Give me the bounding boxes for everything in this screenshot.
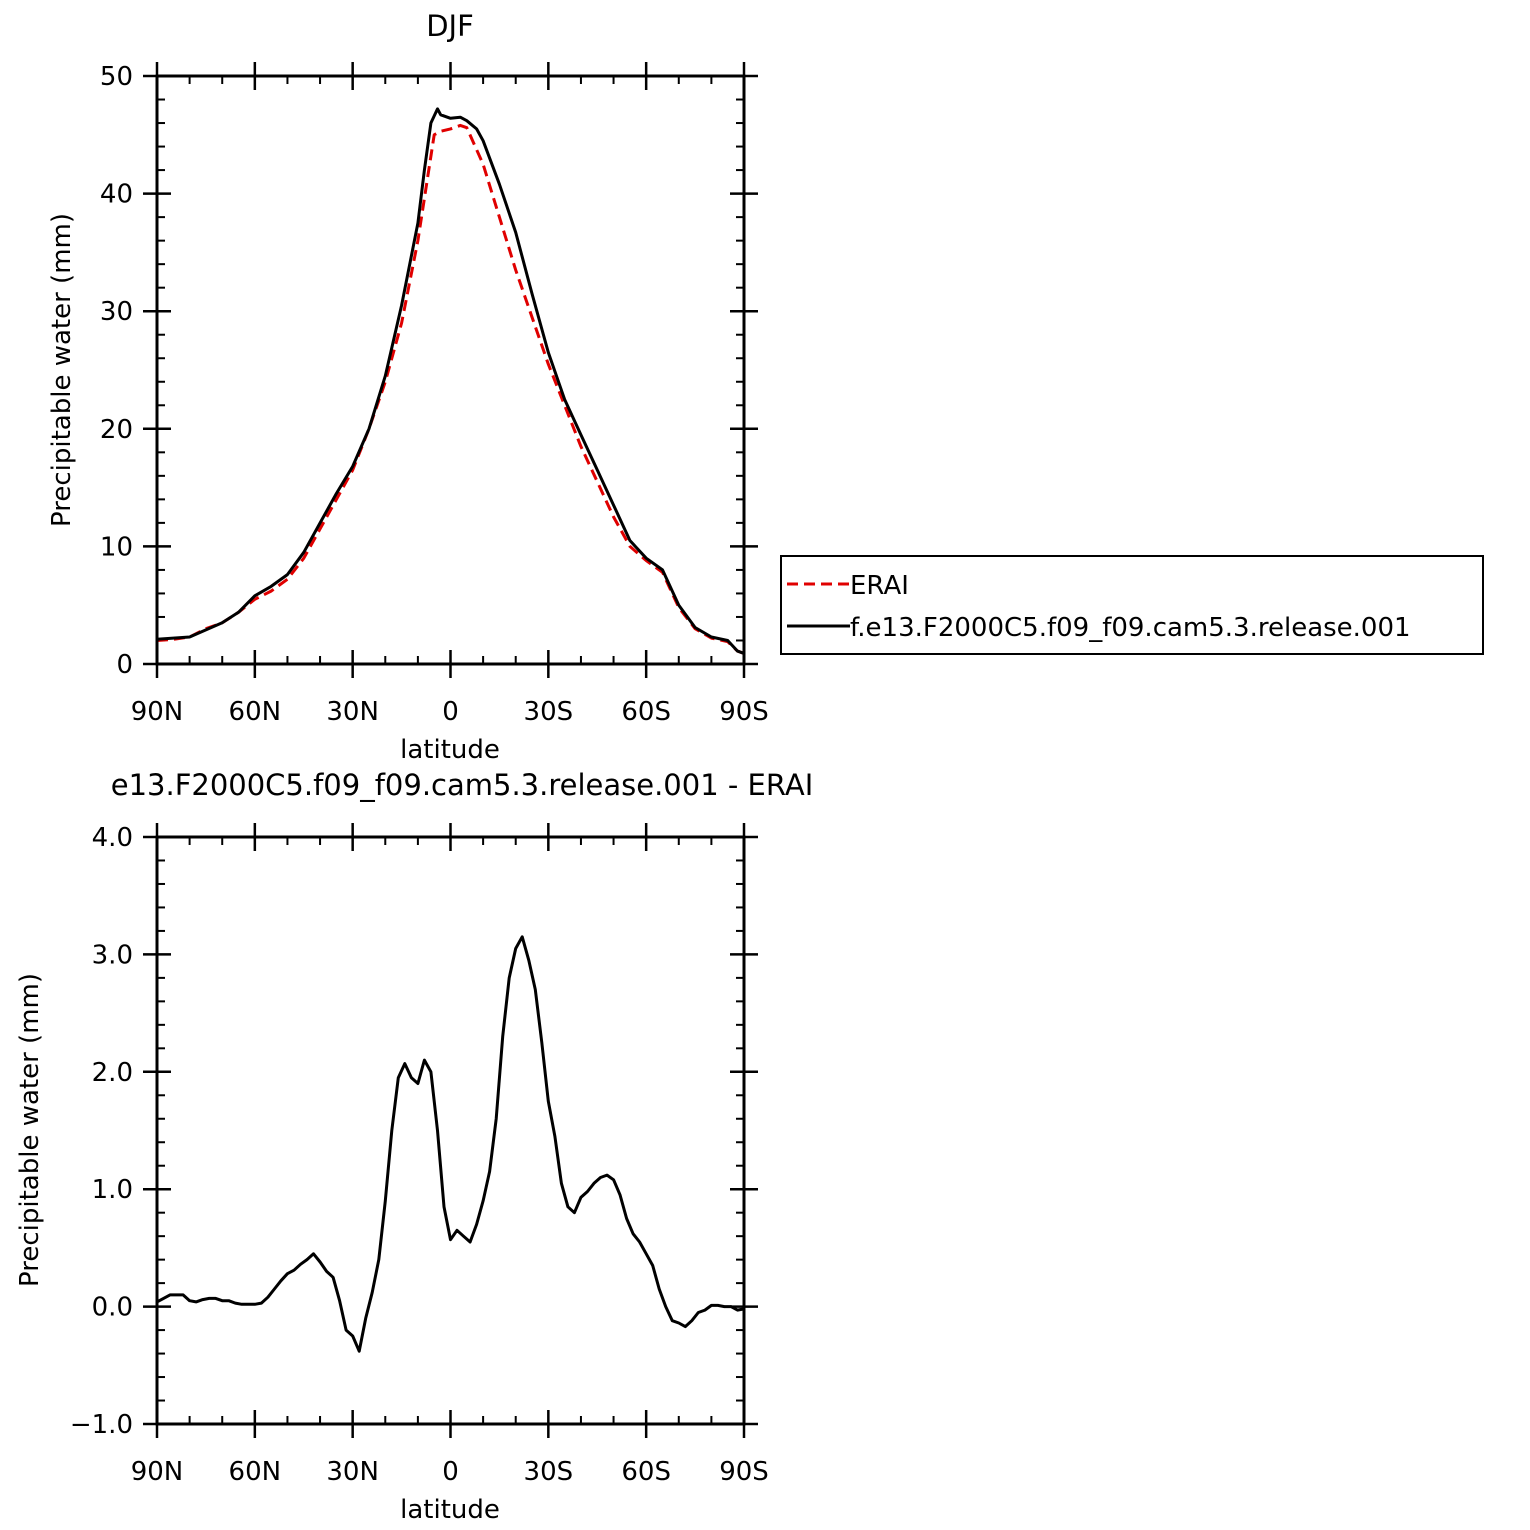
- y-tick-label: 0.0: [92, 1293, 133, 1323]
- y-tick-label: 3.0: [92, 940, 133, 970]
- x-tick-label: 30N: [326, 697, 379, 727]
- bottom-panel-ticks: −1.0 0.0 1.0 2.0 3.0 4.0 90N 60N 30N 0 30S 60S 90S: [70, 823, 769, 1487]
- bottom-panel-series: [156, 935, 745, 1353]
- legend-label-model: f.e13.F2000C5.f09_f09.cam5.3.release.001: [850, 613, 1411, 643]
- top-panel-title: DJF: [426, 9, 474, 43]
- y-tick-label: 0: [116, 650, 133, 680]
- legend-box: [780, 555, 1484, 655]
- y-tick-label: 10: [100, 532, 133, 562]
- y-tick-label: 1.0: [92, 1175, 133, 1205]
- bottom-panel: e13.F2000C5.f09_f09.cam5.3.release.001 -…: [15, 768, 813, 1525]
- x-tick-label: 0: [442, 1457, 459, 1487]
- bottom-panel-frame: [155, 835, 746, 1426]
- x-tick-label: 0: [442, 697, 459, 727]
- x-tick-label: 60S: [621, 1457, 671, 1487]
- top-panel-frame: [155, 74, 746, 666]
- top-panel-xlabel: latitude: [400, 735, 500, 765]
- x-tick-label: 90N: [131, 697, 184, 727]
- bottom-panel-ylabel: Precipitable water (mm): [15, 973, 45, 1287]
- x-tick-label: 90N: [131, 1457, 184, 1487]
- x-tick-label: 90S: [719, 1457, 769, 1487]
- legend: ERAI f.e13.F2000C5.f09_f09.cam5.3.releas…: [780, 555, 1484, 655]
- y-tick-label: 4.0: [92, 823, 133, 853]
- series-line-0-0: [156, 123, 745, 655]
- y-tick-label: 50: [100, 62, 133, 92]
- bottom-panel-xlabel: latitude: [400, 1495, 500, 1525]
- y-tick-label: 2.0: [92, 1058, 133, 1088]
- top-panel-series: [156, 107, 745, 655]
- top-panel: DJF 0 10 20 30 40 50 90N 60N 30N 0 30S 60S 90S latit…: [47, 9, 1484, 765]
- x-tick-label: 60N: [229, 697, 282, 727]
- y-tick-label: 40: [100, 180, 133, 210]
- y-tick-label: 30: [100, 297, 133, 327]
- x-tick-label: 30S: [524, 1457, 574, 1487]
- series-line-1-0: [156, 935, 745, 1353]
- x-tick-label: 60N: [229, 1457, 282, 1487]
- y-tick-label: 20: [100, 415, 133, 445]
- x-tick-label: 90S: [719, 697, 769, 727]
- series-line-0-1: [156, 107, 745, 655]
- top-panel-ticks: 0 10 20 30 40 50 90N 60N 30N 0 30S 60S 90S: [100, 62, 769, 727]
- legend-label-erai: ERAI: [850, 571, 909, 601]
- top-panel-ylabel: Precipitable water (mm): [47, 213, 77, 527]
- x-tick-label: 30N: [326, 1457, 379, 1487]
- x-tick-label: 60S: [621, 697, 671, 727]
- bottom-panel-title: e13.F2000C5.f09_f09.cam5.3.release.001 -…: [111, 768, 814, 802]
- y-tick-label: −1.0: [70, 1410, 133, 1440]
- x-tick-label: 30S: [524, 697, 574, 727]
